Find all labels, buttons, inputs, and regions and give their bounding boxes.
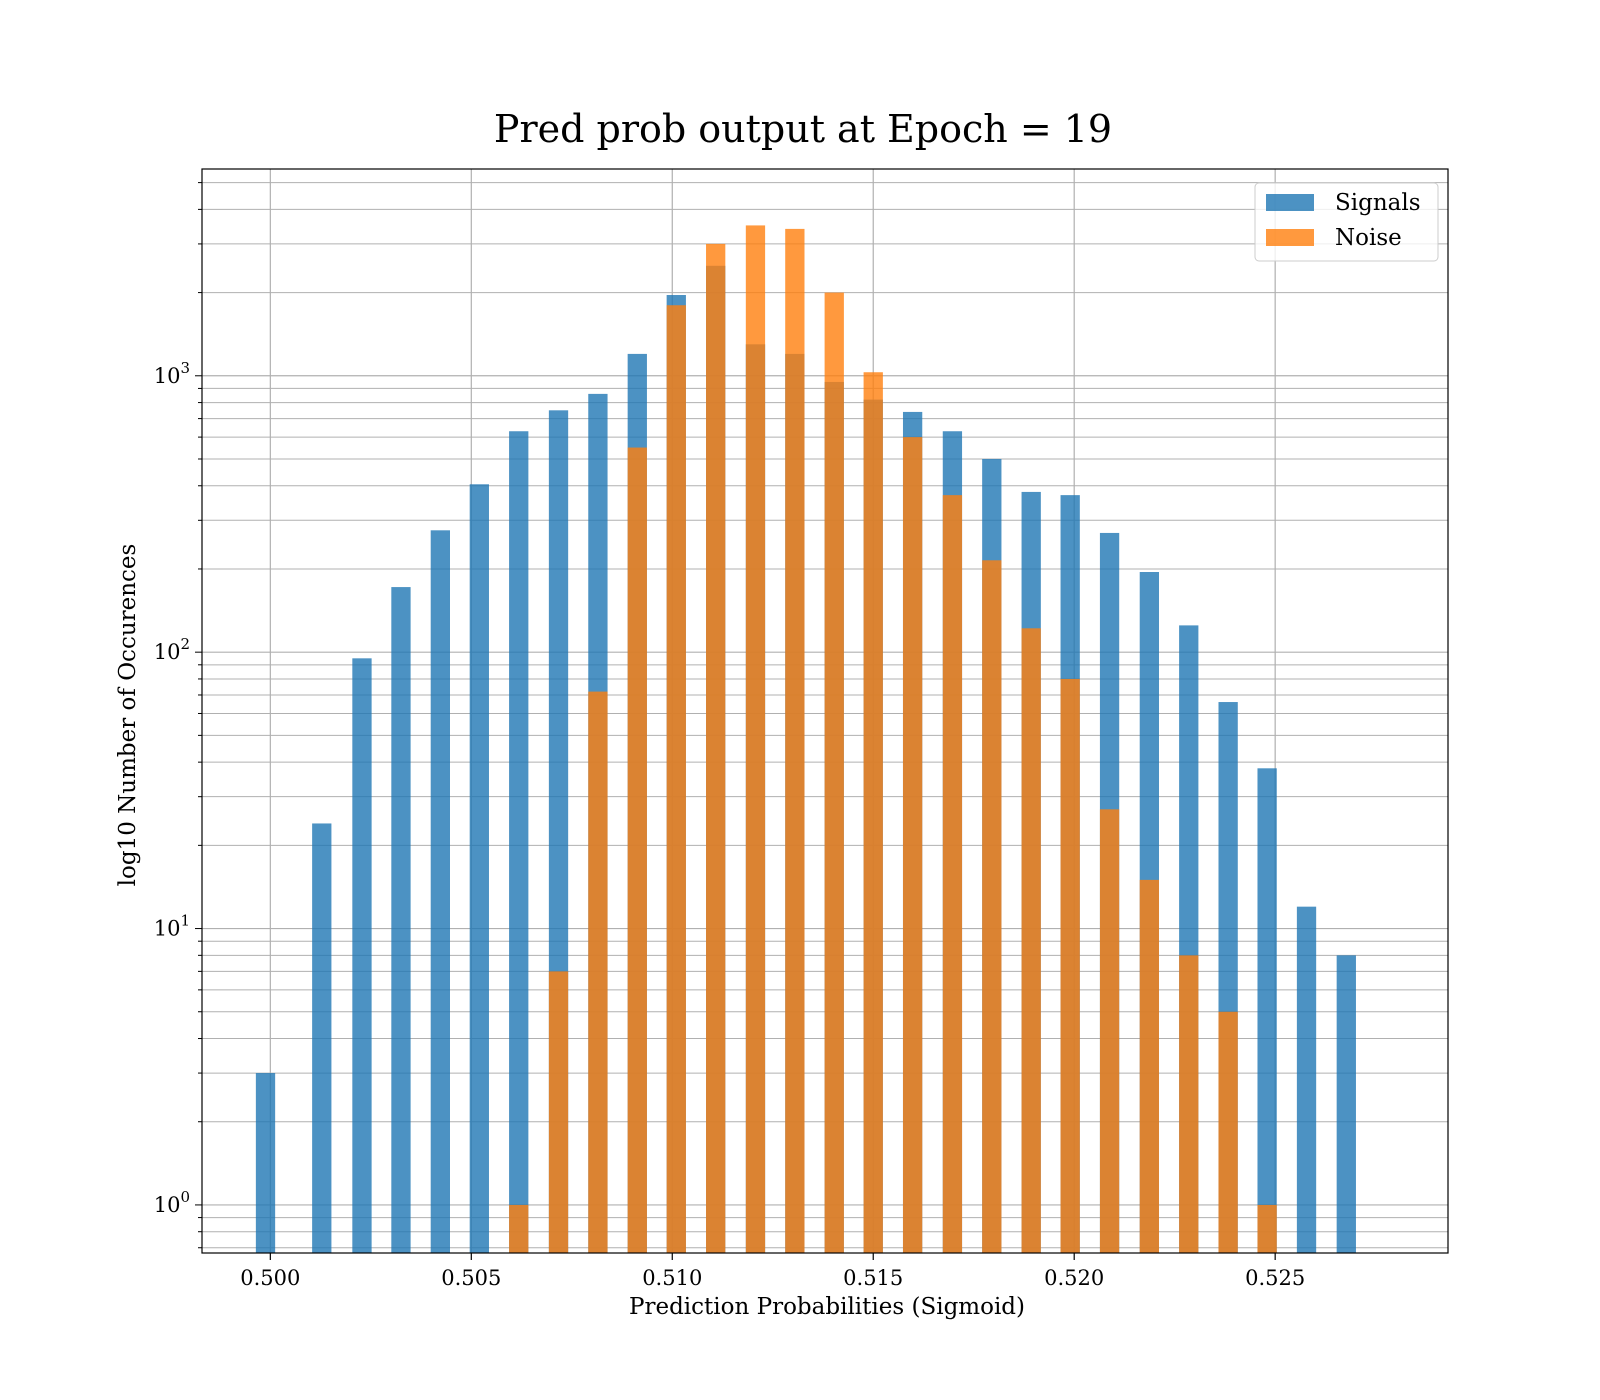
y-axis-label: log10 Number of Occurences bbox=[115, 544, 141, 887]
signals-bar bbox=[1257, 768, 1277, 1253]
noise-bar bbox=[627, 447, 647, 1253]
noise-bar bbox=[1179, 955, 1199, 1253]
noise-bar bbox=[1139, 879, 1160, 1253]
signals-bar bbox=[1336, 955, 1356, 1253]
noise-bars bbox=[509, 225, 1277, 1254]
noise-bar bbox=[666, 305, 686, 1253]
noise-bar bbox=[1099, 809, 1120, 1253]
y-tick-label: 102 bbox=[154, 635, 190, 664]
x-tick-label: 0.510 bbox=[642, 1266, 702, 1290]
noise-bar bbox=[1060, 678, 1080, 1253]
noise-bar bbox=[1021, 628, 1041, 1253]
y-tick-label: 101 bbox=[154, 912, 190, 941]
noise-bar bbox=[706, 243, 726, 1254]
signals-bar bbox=[430, 530, 450, 1253]
legend-swatch-noise bbox=[1266, 229, 1314, 246]
x-axis-label: Prediction Probabilities (Sigmoid) bbox=[629, 1294, 1025, 1320]
legend-label-noise: Noise bbox=[1335, 225, 1402, 251]
axis-ticks: 0.500 0.505 0.510 0.515 0.520 0.525 100 101 102 1… bbox=[154, 182, 1305, 1290]
noise-bar bbox=[548, 971, 569, 1253]
signals-bar bbox=[391, 587, 411, 1253]
noise-bar bbox=[1257, 1204, 1277, 1253]
x-tick-label: 0.520 bbox=[1044, 1266, 1104, 1290]
plot-frame bbox=[201, 168, 1449, 1254]
noise-bar bbox=[785, 228, 805, 1253]
signals-bar bbox=[352, 658, 372, 1253]
noise-bar bbox=[942, 495, 963, 1253]
signals-bar bbox=[469, 484, 489, 1254]
signals-bar bbox=[1296, 906, 1317, 1253]
noise-bar bbox=[588, 691, 608, 1253]
y-tick-label: 103 bbox=[154, 359, 190, 388]
noise-bar bbox=[902, 437, 923, 1253]
noise-bar bbox=[1218, 1011, 1238, 1253]
x-tick-label: 0.500 bbox=[240, 1266, 300, 1290]
signals-bar bbox=[509, 431, 529, 1253]
noise-bar bbox=[863, 372, 883, 1254]
x-tick-label: 0.525 bbox=[1245, 1266, 1305, 1290]
x-tick-label: 0.505 bbox=[441, 1266, 501, 1290]
legend-swatch-signals bbox=[1266, 194, 1314, 211]
noise-bar bbox=[982, 560, 1002, 1253]
signals-bar bbox=[255, 1073, 276, 1253]
noise-bar bbox=[824, 292, 844, 1253]
noise-bar bbox=[745, 225, 766, 1253]
legend: Signals Noise bbox=[1254, 182, 1439, 262]
chart-title: Pred prob output at Epoch = 19 bbox=[494, 107, 1112, 151]
x-tick-label: 0.515 bbox=[843, 1266, 903, 1290]
legend-label-signals: Signals bbox=[1335, 190, 1421, 216]
signals-bar bbox=[312, 823, 332, 1253]
y-tick-label: 100 bbox=[154, 1188, 190, 1217]
noise-bar bbox=[509, 1204, 529, 1253]
